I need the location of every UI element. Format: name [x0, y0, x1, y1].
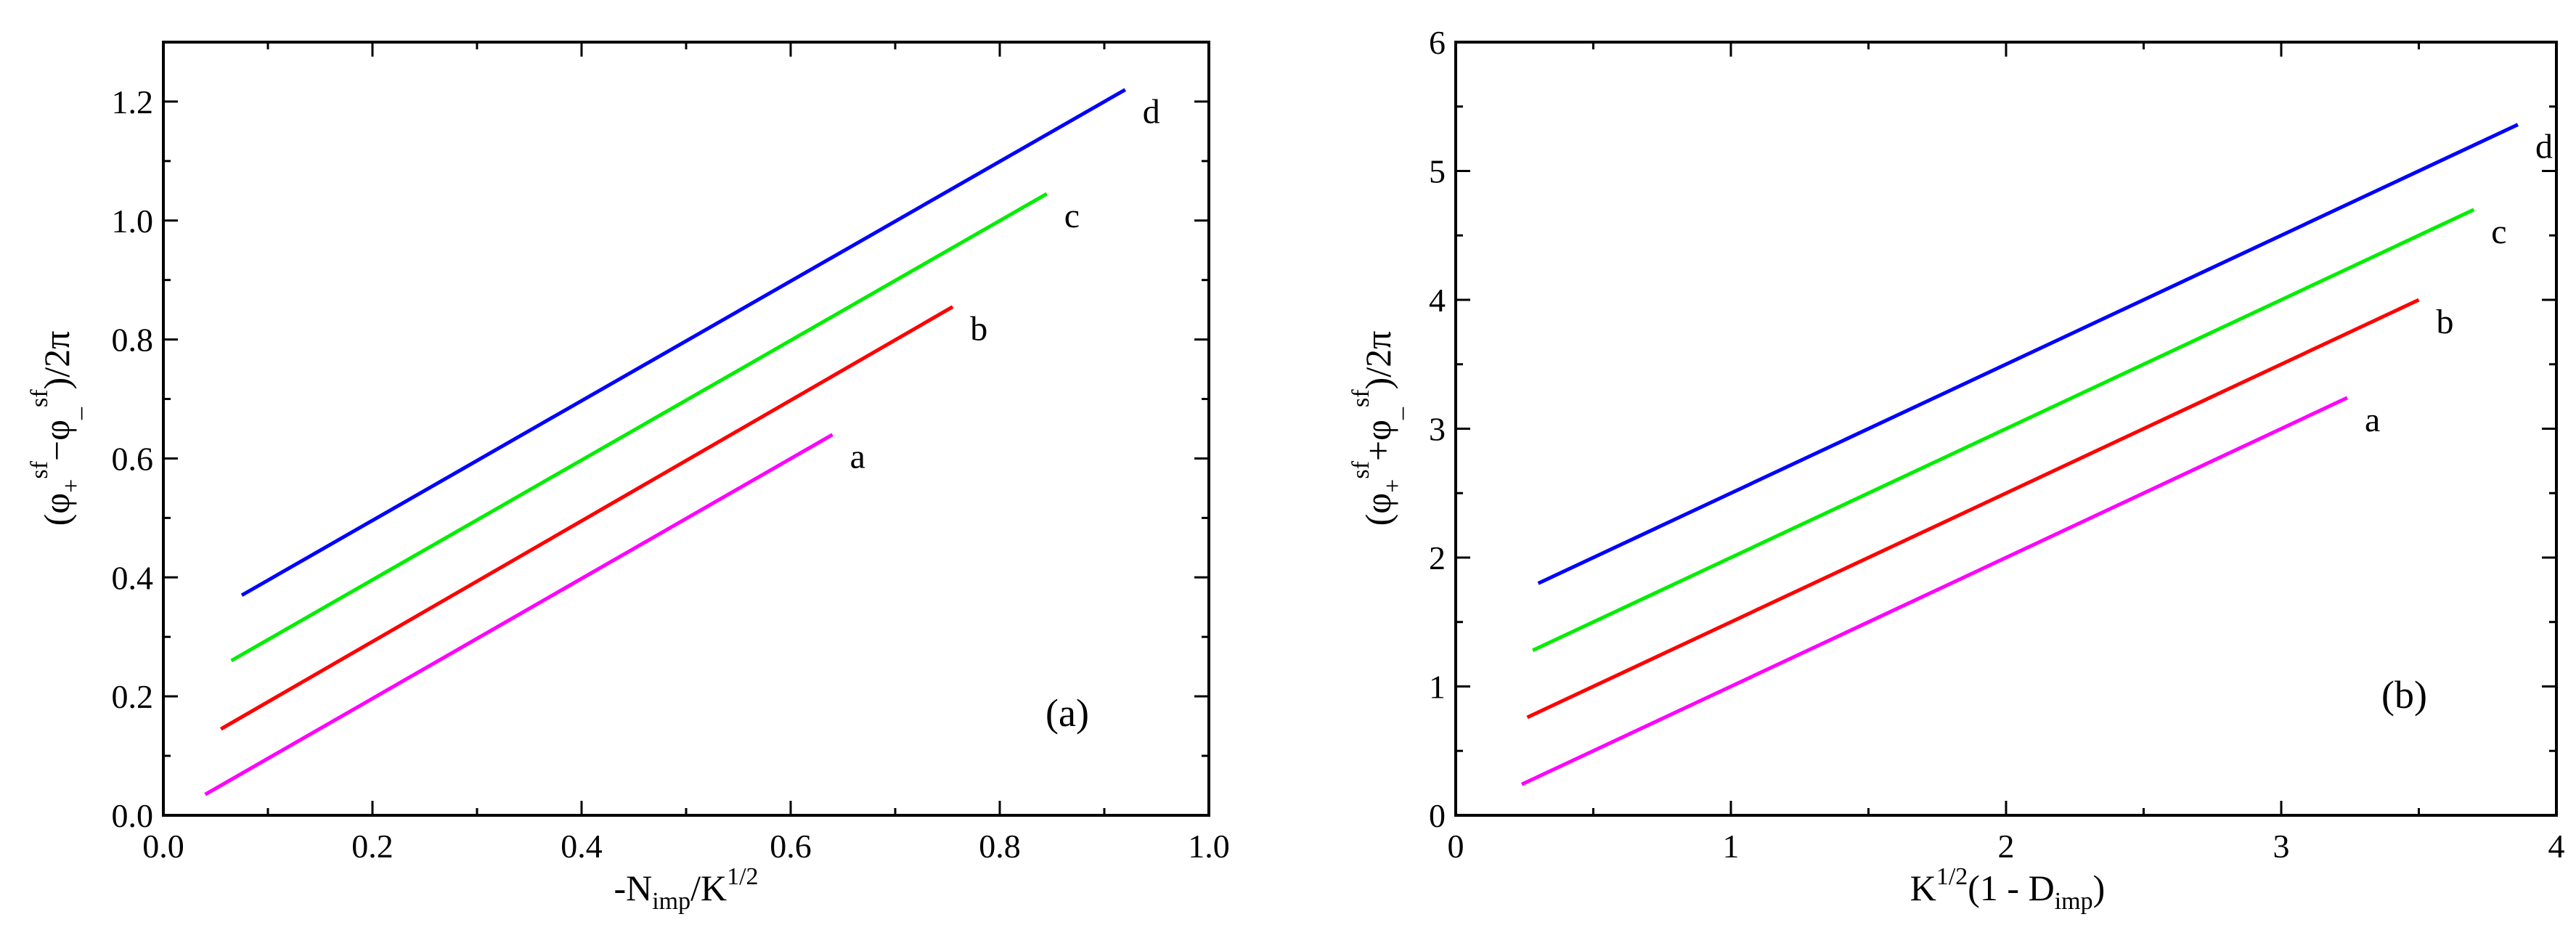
y-tick-label: 1.2: [112, 83, 154, 121]
series-line-b: [219, 305, 954, 731]
series-label-b: b: [970, 310, 987, 348]
y-tick-label: 5: [1429, 153, 1446, 190]
x-tick-label: 1.0: [1188, 828, 1230, 865]
x-tick-label: 1: [1723, 828, 1740, 865]
x-tick-label: 4: [2548, 828, 2565, 865]
x-tick-label: 3: [2273, 828, 2290, 865]
panel-label-a: (a): [1046, 691, 1089, 735]
series-label-c: c: [2491, 213, 2506, 251]
y-tick-label: 1: [1429, 669, 1446, 706]
y-tick-label: 4: [1429, 282, 1446, 319]
y-tick-label: 0.2: [112, 678, 154, 715]
y-axis-label-a: (φ+sf−φ_sf)/2π: [26, 331, 85, 526]
y-tick-label: 0.6: [112, 440, 154, 477]
y-tick-label: 0.0: [112, 797, 154, 834]
series-line-c: [1532, 208, 2475, 653]
y-tick-label: 0: [1429, 797, 1446, 834]
x-tick-label: 0.2: [351, 828, 394, 865]
series-label-d: d: [1143, 93, 1160, 131]
x-axis-label-a: -Nimp/K1/2: [614, 863, 758, 915]
series-line-a: [204, 433, 833, 796]
ticks-a: 0.0 0.2 0.4 0.6 0.8 1.0 0.0 0.2 0.4 0.6 0.8 1.0 1.2: [112, 41, 1230, 865]
series-group-b: a b c d: [1520, 123, 2553, 786]
y-tick-label: 6: [1429, 24, 1446, 61]
chart-panel-a: 0.0 0.2 0.4 0.6 0.8 1.00.00.20.40.60.81.01.2 …: [26, 41, 1230, 915]
series-line-d: [1537, 123, 2519, 585]
x-axis-label-b: K1/2(1 - Dimp): [1910, 863, 2106, 915]
y-tick-label: 1.0: [112, 203, 154, 240]
x-tick-label: 0.0: [142, 828, 184, 865]
series-line-c: [230, 192, 1048, 663]
x-tick-label: 0.4: [561, 828, 603, 865]
series-line-b: [1526, 298, 2420, 719]
x-tick-label: 0: [1448, 828, 1464, 865]
series-label-a: a: [2365, 401, 2380, 439]
series-label-b: b: [2437, 303, 2454, 341]
series-line-a: [1520, 396, 2349, 786]
series-label-c: c: [1064, 197, 1080, 235]
x-tick-label: 2: [1998, 828, 2015, 865]
series-label-a: a: [850, 438, 865, 476]
ticks-b: 0 1 2 3 4 0 1 2 3 4 5 6: [1429, 24, 2565, 865]
y-tick-label: 0.8: [112, 322, 154, 359]
chart-panel-b: 0 1 2 3 4 0 1 2 3 4 5 6 a b c d (b) K1/2(1 - Dimp) (φ+…: [1348, 24, 2565, 915]
x-tick-label: 0.8: [979, 828, 1021, 865]
y-tick-label: 3: [1429, 411, 1446, 448]
y-tick-label: 2: [1429, 539, 1446, 576]
series-group-a: a b c d: [204, 88, 1160, 796]
y-axis-label-b: (φ+sf+φ_sf)/2π: [1348, 331, 1406, 526]
y-tick-label: 0.4: [112, 559, 154, 596]
x-tick-label: 0.6: [770, 828, 812, 865]
series-line-d: [240, 88, 1127, 598]
panel-label-b: (b): [2381, 673, 2427, 717]
series-label-d: d: [2535, 128, 2553, 166]
